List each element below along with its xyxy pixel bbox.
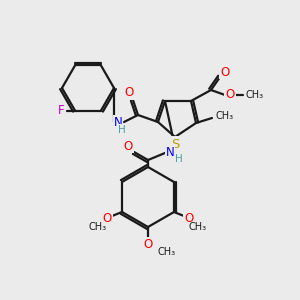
Text: O: O [102, 212, 112, 226]
Text: N: N [166, 146, 174, 160]
Text: O: O [124, 86, 134, 100]
Text: CH₃: CH₃ [158, 247, 176, 257]
Text: O: O [184, 212, 194, 226]
Text: CH₃: CH₃ [245, 90, 263, 100]
Text: H: H [175, 154, 183, 164]
Text: N: N [114, 116, 122, 128]
Text: O: O [225, 88, 235, 101]
Text: CH₃: CH₃ [189, 222, 207, 232]
Text: O: O [123, 140, 133, 152]
Text: S: S [171, 137, 179, 151]
Text: CH₃: CH₃ [89, 222, 107, 232]
Text: CH₃: CH₃ [215, 111, 233, 121]
Text: O: O [220, 65, 230, 79]
Text: H: H [118, 125, 126, 135]
Text: F: F [58, 104, 64, 117]
Text: O: O [143, 238, 153, 250]
